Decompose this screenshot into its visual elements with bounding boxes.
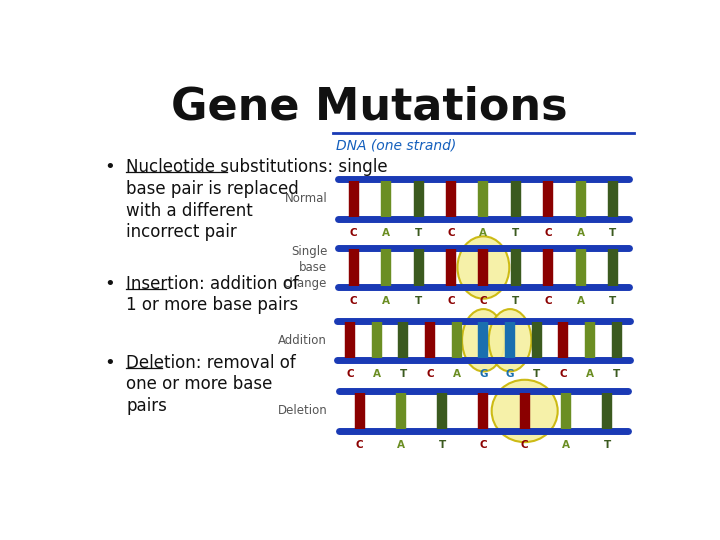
Text: T: T (613, 369, 621, 379)
Text: C: C (559, 369, 567, 379)
Ellipse shape (489, 309, 531, 372)
Text: C: C (426, 369, 434, 379)
Text: •: • (104, 354, 114, 372)
Ellipse shape (457, 237, 509, 299)
Text: A: A (586, 369, 594, 379)
Ellipse shape (462, 309, 505, 372)
Text: C: C (480, 440, 487, 450)
Text: incorrect pair: incorrect pair (126, 223, 237, 241)
Text: C: C (350, 296, 358, 306)
Text: C: C (544, 296, 552, 306)
Text: •: • (104, 158, 114, 177)
Text: T: T (609, 296, 616, 306)
Text: DNA (one strand): DNA (one strand) (336, 139, 456, 153)
Text: T: T (603, 440, 611, 450)
Text: A: A (577, 228, 585, 238)
Text: pairs: pairs (126, 397, 167, 415)
Text: •: • (104, 275, 114, 293)
Text: A: A (382, 228, 390, 238)
Text: base pair is replaced: base pair is replaced (126, 180, 299, 198)
Text: G: G (506, 369, 514, 379)
Text: Single
base
change: Single base change (284, 245, 327, 290)
Text: C: C (544, 228, 552, 238)
Text: Normal: Normal (284, 192, 327, 205)
Text: C: C (350, 228, 358, 238)
Text: C: C (346, 369, 354, 379)
Text: A: A (577, 296, 585, 306)
Text: T: T (533, 369, 540, 379)
Text: Gene Mutations: Gene Mutations (171, 85, 567, 129)
Text: A: A (453, 369, 461, 379)
Text: C: C (521, 440, 528, 450)
Text: Deletion: Deletion (277, 404, 327, 417)
Text: A: A (397, 440, 405, 450)
Text: T: T (400, 369, 407, 379)
Text: G: G (479, 369, 487, 379)
Ellipse shape (492, 380, 558, 442)
Text: T: T (512, 296, 519, 306)
Text: A: A (373, 369, 381, 379)
Text: C: C (356, 440, 364, 450)
Text: with a different: with a different (126, 201, 253, 220)
Text: T: T (512, 228, 519, 238)
Text: T: T (415, 228, 422, 238)
Text: A: A (562, 440, 570, 450)
Text: A: A (480, 228, 487, 238)
Text: C: C (480, 296, 487, 306)
Text: T: T (415, 296, 422, 306)
Text: C: C (447, 228, 455, 238)
Text: C: C (447, 296, 455, 306)
Text: A: A (382, 296, 390, 306)
Text: T: T (438, 440, 446, 450)
Text: T: T (609, 228, 616, 238)
Text: Addition: Addition (278, 334, 327, 347)
Text: 1 or more base pairs: 1 or more base pairs (126, 296, 299, 314)
Text: one or more base: one or more base (126, 375, 273, 394)
Text: Nucleotide substitutions: single: Nucleotide substitutions: single (126, 158, 388, 177)
Text: Deletion: removal of: Deletion: removal of (126, 354, 296, 372)
Text: Insertion: addition of: Insertion: addition of (126, 275, 299, 293)
